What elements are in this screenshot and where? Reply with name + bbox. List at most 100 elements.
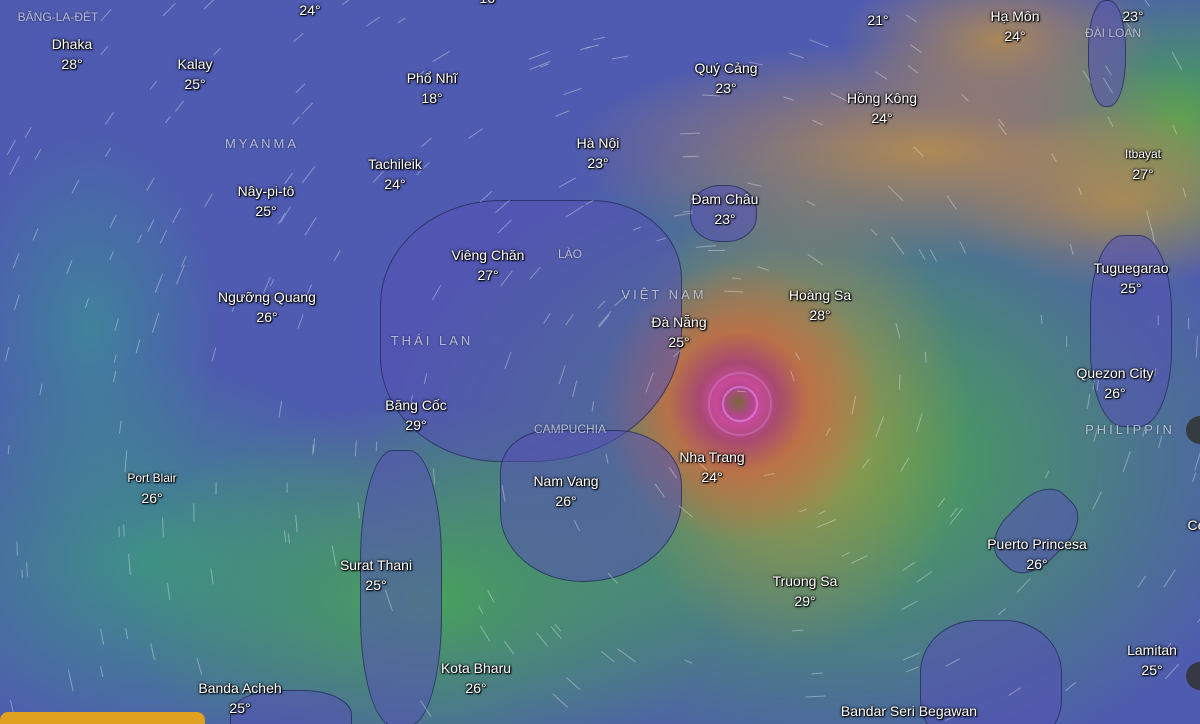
wind-streak xyxy=(5,346,10,361)
city-label[interactable]: Nha Trang 24° xyxy=(679,447,744,487)
bottom-panel-button[interactable] xyxy=(0,712,205,724)
wind-streak xyxy=(99,665,103,677)
wind-streak xyxy=(122,524,125,537)
wind-streak xyxy=(105,148,112,158)
city-label[interactable]: Lamitan 25° xyxy=(1127,640,1177,680)
city-label[interactable]: 21° xyxy=(867,10,888,30)
wind-streak xyxy=(421,137,432,147)
wind-streak xyxy=(851,395,857,415)
map-control-button[interactable] xyxy=(1186,662,1200,690)
wind-streak xyxy=(809,39,829,48)
wind-streak xyxy=(202,0,219,10)
city-label[interactable]: Surat Thani 25° xyxy=(340,555,412,595)
city-label[interactable]: Cel xyxy=(1187,515,1200,535)
city-name: Hạ Môn xyxy=(990,8,1040,24)
wind-streak xyxy=(287,533,291,544)
city-label[interactable]: Tachileik 24° xyxy=(368,154,422,194)
city-label[interactable]: Nây-pi-tô 25° xyxy=(238,181,295,221)
wind-streak xyxy=(295,84,306,94)
wind-streak xyxy=(917,571,933,583)
city-label[interactable]: Hoàng Sa 28° xyxy=(789,285,851,325)
wind-streak xyxy=(101,45,109,55)
city-temp: 25° xyxy=(365,577,387,593)
city-label[interactable]: Đà Nẵng 25° xyxy=(651,312,706,352)
wind-streak xyxy=(816,519,836,528)
wind-streak xyxy=(365,16,381,27)
city-label[interactable]: Truong Sa 29° xyxy=(773,571,838,611)
wind-streak xyxy=(375,441,377,451)
city-label[interactable]: Hà Nội 23° xyxy=(577,133,620,173)
wind-streak xyxy=(862,458,871,469)
city-label[interactable]: Hồng Kông 24° xyxy=(847,88,917,128)
city-label[interactable]: Hạ Môn 24° xyxy=(990,6,1039,46)
city-label[interactable]: Phổ Nhĩ 18° xyxy=(407,68,458,108)
wind-streak xyxy=(269,278,275,287)
wind-streak xyxy=(818,510,826,515)
city-label[interactable]: Quý Cảng 23° xyxy=(694,58,757,98)
city-temp: 24° xyxy=(299,2,321,18)
wind-streak xyxy=(930,249,938,262)
wind-streak xyxy=(146,177,155,191)
city-label[interactable]: Banda Acheh 25° xyxy=(198,678,281,718)
wind-streak xyxy=(1016,578,1031,593)
wind-streak xyxy=(39,383,43,396)
wind-streak xyxy=(167,583,171,601)
wind-streak xyxy=(68,669,74,692)
wind-streak xyxy=(789,53,804,59)
map-control-button[interactable] xyxy=(1186,416,1200,444)
wind-streak xyxy=(959,241,967,254)
city-temp: 27° xyxy=(477,267,499,283)
city-name: Hồng Kông xyxy=(846,90,918,106)
wind-streak xyxy=(295,515,298,532)
city-label[interactable]: Quezon City 26° xyxy=(1076,363,1153,403)
wind-streak xyxy=(799,508,808,513)
city-temp: 25° xyxy=(184,76,206,92)
wind-streak xyxy=(162,2,177,17)
city-label[interactable]: Itbayat 27° xyxy=(1125,144,1161,184)
city-label[interactable]: Kota Bharu 26° xyxy=(441,658,511,698)
city-label[interactable]: Đam Châu 23° xyxy=(692,189,759,229)
wind-streak xyxy=(125,627,129,639)
wind-streak xyxy=(1123,451,1132,473)
city-name: Nha Trang xyxy=(679,449,745,465)
city-label[interactable]: 24° xyxy=(299,0,320,20)
city-temp: 23° xyxy=(714,211,736,227)
wind-streak xyxy=(100,9,112,22)
wind-streak xyxy=(1163,569,1176,588)
wind-streak xyxy=(1191,472,1196,483)
wind-streak xyxy=(114,317,119,331)
city-name: Viêng Chăn xyxy=(451,247,525,263)
wind-streak xyxy=(479,625,491,642)
city-temp: 28° xyxy=(809,307,831,323)
city-label[interactable]: Kalay 25° xyxy=(177,54,212,94)
wind-streak xyxy=(830,92,849,103)
city-label[interactable]: Viêng Chăn 27° xyxy=(452,245,525,285)
wind-streak xyxy=(723,290,743,293)
city-temp: 23° xyxy=(715,80,737,96)
wind-streak xyxy=(196,658,203,675)
wind-streak xyxy=(783,96,795,102)
city-name: Dhaka xyxy=(51,36,93,52)
city-label[interactable]: Dhaka 28° xyxy=(52,34,92,74)
city-label[interactable]: 23° xyxy=(1122,6,1143,26)
landmass-luzon xyxy=(1090,235,1172,427)
wind-streak xyxy=(695,245,716,249)
wind-streak xyxy=(118,420,122,434)
city-label[interactable]: Bandar Seri Begawan xyxy=(841,701,977,721)
city-label[interactable]: Băng Cốc 29° xyxy=(385,395,446,435)
wind-streak xyxy=(1183,187,1187,197)
city-label[interactable]: Port Blair 26° xyxy=(127,468,176,508)
wind-streak xyxy=(334,250,342,262)
city-label[interactable]: Tuguegarao 25° xyxy=(1094,258,1169,298)
city-label[interactable]: Puerto Princesa 26° xyxy=(987,534,1087,574)
wind-streak xyxy=(432,468,435,486)
wind-streak xyxy=(558,177,576,188)
city-label[interactable]: Nam Vang 26° xyxy=(533,471,598,511)
wind-streak xyxy=(937,497,946,507)
wind-streak xyxy=(150,642,156,660)
city-temp: 18° xyxy=(421,90,443,106)
city-label[interactable]: Ngưỡng Quang 26° xyxy=(218,287,316,327)
wind-streak xyxy=(1044,470,1049,479)
city-label[interactable]: 16° xyxy=(479,0,500,8)
